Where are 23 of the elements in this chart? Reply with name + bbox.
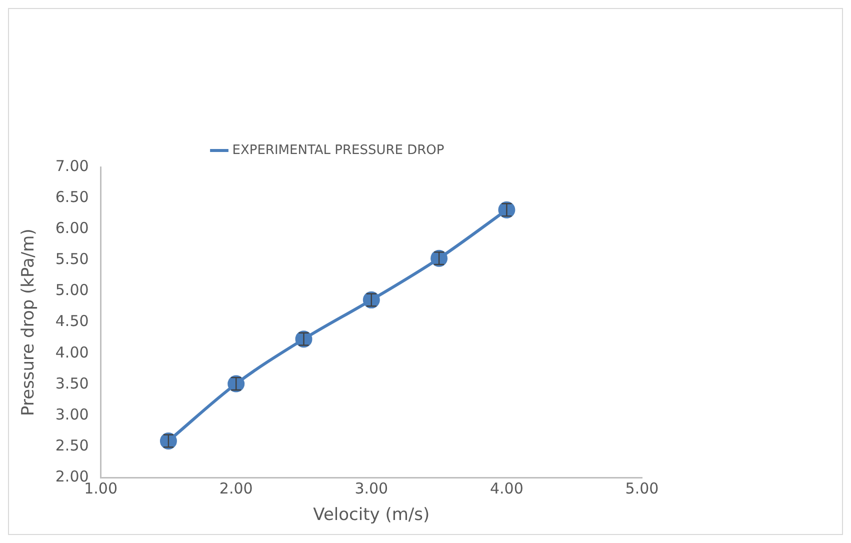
y-tick-label: 7.00 [55,156,89,175]
x-axis-title: Velocity (m/s) [313,505,430,526]
point [295,330,312,348]
point [498,201,516,218]
point [430,250,448,267]
y-tick-label: 4.00 [55,343,89,362]
point [362,291,380,308]
y-tick-label: 4.50 [55,312,89,330]
x-tick-label: 4.00 [490,479,524,498]
point [160,432,177,450]
y-tick-label: 2.50 [55,436,89,454]
y-tick-label: 6.00 [55,219,89,238]
point [228,375,245,392]
y-tick-label: 6.50 [55,188,89,206]
y-tick-label: 5.00 [55,281,89,300]
x-tick-label: 2.00 [219,479,253,498]
y-tick-label: 5.50 [55,250,89,268]
y-tick-label: 3.00 [55,405,89,424]
x-tick-label: 5.00 [625,479,659,498]
y-axis-title: Pressure drop (kPa/m) [18,228,39,416]
x-tick-label: 3.00 [354,479,388,498]
y-tick-label: 3.50 [55,374,89,392]
legend-label: EXPERIMENTAL PRESSURE DROP [232,142,444,158]
